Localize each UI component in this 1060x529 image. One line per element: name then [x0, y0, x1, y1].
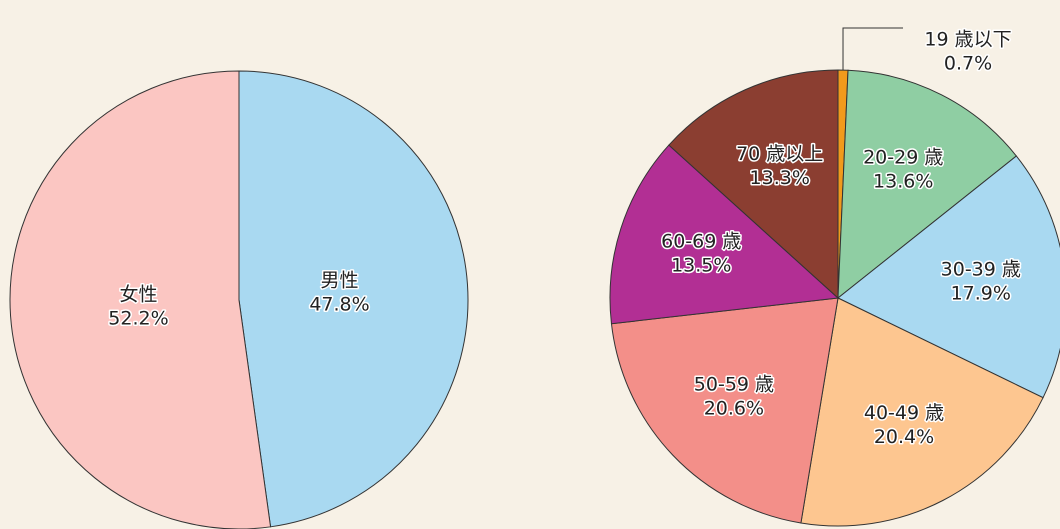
slice-value-label: 47.8%	[309, 294, 369, 316]
slice-label: 男性	[321, 270, 359, 292]
slice-value-label: 0.7%	[944, 53, 992, 75]
pie-wedge	[668, 69, 839, 300]
pie-wedge	[800, 297, 1044, 527]
slice-value-label: 20.6%	[704, 397, 764, 419]
slice-value-label: 17.9%	[951, 283, 1011, 305]
pie-wedge	[837, 69, 1018, 300]
slice-label: 20-29 歳	[863, 147, 943, 169]
slice-value-label: 13.5%	[671, 255, 731, 277]
slice-value-label: 52.2%	[108, 307, 168, 329]
slice-value-label: 13.3%	[750, 167, 810, 189]
pie-wedge	[238, 70, 469, 528]
slice-label: 30-39 歳	[941, 259, 1021, 281]
leader-line	[842, 27, 904, 71]
slice-value-label: 20.4%	[874, 426, 934, 448]
slice-label: 50-59 歳	[694, 373, 774, 395]
slice-label: 女性	[119, 283, 157, 305]
slice-label: 40-49 歳	[864, 402, 944, 424]
slice-label: 19 歳以下	[924, 29, 1011, 51]
pie-wedge	[610, 297, 839, 524]
slice-value-label: 13.6%	[873, 171, 933, 193]
pie-wedge	[837, 155, 1060, 399]
slice-label: 70 歳以上	[736, 143, 823, 165]
slice-label: 60-69 歳	[661, 231, 741, 253]
pie-wedge	[609, 144, 840, 325]
pie-wedge	[9, 70, 272, 529]
